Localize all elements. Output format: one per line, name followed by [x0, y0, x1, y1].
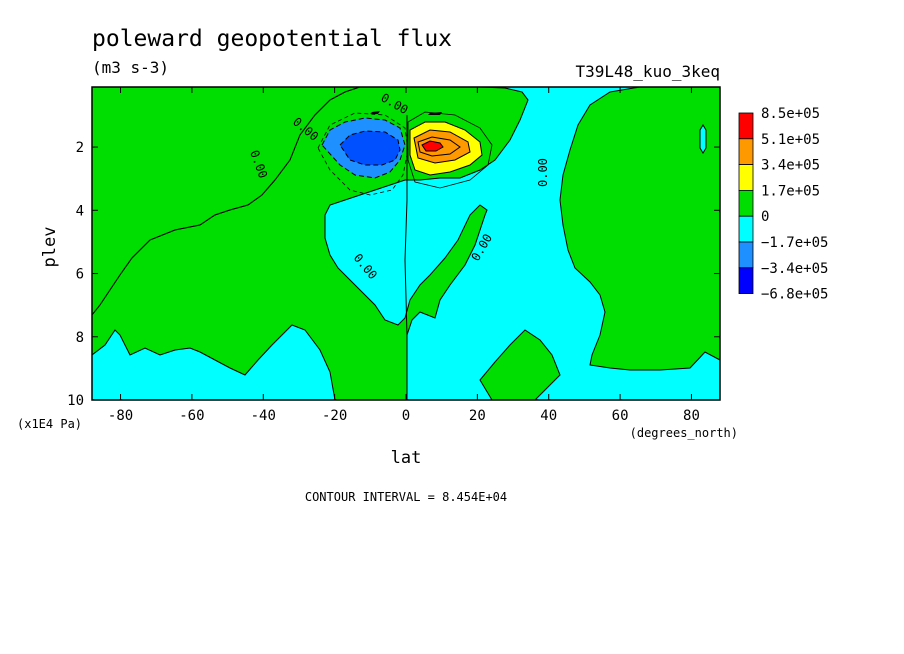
- y-tick-label: 10: [67, 393, 84, 409]
- legend-label: −1.7e+05: [761, 235, 828, 251]
- chart-title: poleward geopotential flux: [92, 26, 452, 52]
- y-tick-label: 4: [76, 203, 84, 219]
- negative-contour-outer: [317, 112, 409, 196]
- legend-swatch: [738, 112, 754, 140]
- color-legend: 8.5e+05 5.1e+05 3.4e+05 1.7e+05 0 −1.7e+05 −3.…: [738, 106, 828, 303]
- small-mark-1: [370, 111, 380, 114]
- legend-label: 8.5e+05: [761, 106, 820, 122]
- x-tick-label: 0: [402, 408, 410, 424]
- x-tick-label: -60: [179, 408, 204, 424]
- contour-label: 0.00: [536, 158, 550, 187]
- positive-center-red: [421, 140, 444, 152]
- positive-contour-outer: [407, 111, 493, 189]
- negative-center-blue-2: [339, 130, 401, 166]
- legend-swatch: [738, 138, 754, 166]
- small-mark-2: [428, 112, 442, 115]
- negative-pocket-right: [699, 124, 707, 154]
- y-axis-units: (x1E4 Pa): [17, 417, 82, 431]
- zero-line-equator: [404, 115, 408, 400]
- legend-label: 5.1e+05: [761, 132, 820, 148]
- contour-interval: CONTOUR INTERVAL = 8.454E+04: [305, 490, 507, 504]
- y-axis: 2 4 6 8 10: [67, 140, 720, 409]
- legend-swatch: [738, 267, 754, 294]
- chart-units: (m3 s-3): [92, 58, 169, 77]
- y-axis-label: plev: [40, 227, 60, 268]
- x-tick-label: -20: [322, 408, 347, 424]
- x-tick-label: 40: [540, 408, 557, 424]
- legend-swatch: [738, 241, 754, 269]
- legend-swatch: [738, 189, 754, 217]
- run-label: T39L48_kuo_3keq: [576, 62, 721, 81]
- legend-swatch: [738, 215, 754, 243]
- x-axis-label: lat: [391, 448, 422, 468]
- x-tick-label: 20: [469, 408, 486, 424]
- plot-area: 0.00 0.00 0.00 0.00 0.00 0.00: [91, 86, 721, 401]
- x-axis: -80 -60 -40 -20 0 20 40 60 80: [108, 87, 700, 424]
- positive-region-right: [559, 87, 720, 371]
- y-tick-label: 8: [76, 330, 84, 346]
- x-axis-units: (degrees_north): [630, 426, 738, 440]
- x-tick-label: -40: [251, 408, 276, 424]
- legend-label: 0: [761, 209, 769, 225]
- legend-swatch: [738, 164, 754, 191]
- x-tick-label: 80: [683, 408, 700, 424]
- y-tick-label: 6: [76, 267, 84, 283]
- legend-label: 1.7e+05: [761, 183, 820, 199]
- legend-label: −6.8e+05: [761, 287, 828, 303]
- positive-region-bottom: [479, 329, 561, 400]
- x-tick-label: -80: [108, 408, 133, 424]
- legend-label: −3.4e+05: [761, 261, 828, 277]
- y-tick-label: 2: [76, 140, 84, 156]
- x-tick-label: 60: [612, 408, 629, 424]
- legend-label: 3.4e+05: [761, 158, 820, 174]
